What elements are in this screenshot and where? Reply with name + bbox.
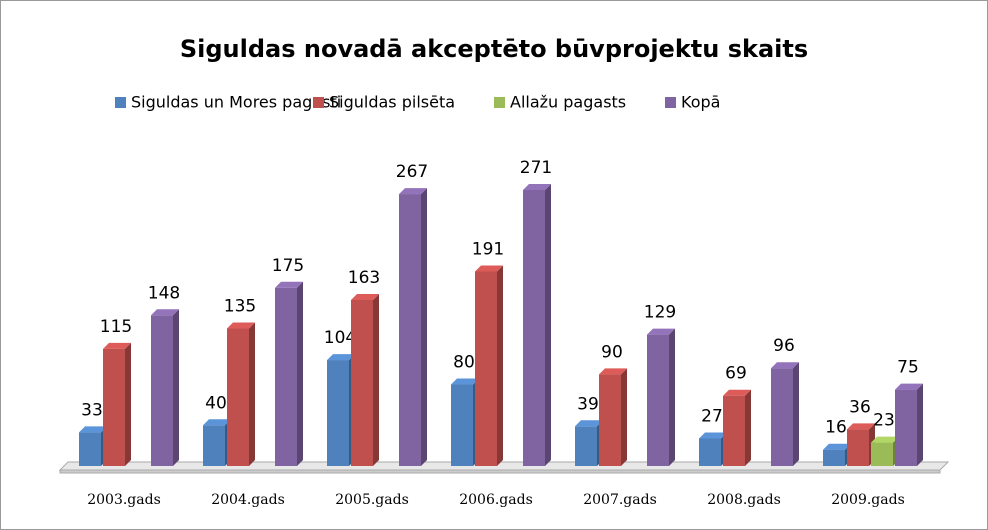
bar bbox=[647, 334, 669, 466]
floor-edge bbox=[59, 469, 941, 474]
bar bbox=[847, 429, 869, 466]
bar-top bbox=[327, 354, 355, 361]
x-tick-label: 2008.gads bbox=[707, 492, 781, 508]
bar bbox=[895, 389, 917, 466]
data-label: 115 bbox=[100, 317, 132, 337]
data-label: 40 bbox=[205, 393, 227, 413]
bar-top bbox=[647, 328, 675, 335]
bar-top bbox=[103, 342, 131, 349]
bar-side bbox=[497, 265, 503, 466]
data-label: 271 bbox=[520, 158, 552, 178]
data-label: 104 bbox=[324, 328, 356, 348]
data-label: 69 bbox=[725, 364, 747, 384]
bar-top bbox=[151, 309, 179, 316]
bar-top bbox=[871, 436, 899, 443]
x-tick-label: 2004.gads bbox=[211, 492, 285, 508]
bar-top bbox=[823, 443, 851, 450]
data-label: 27 bbox=[701, 407, 723, 427]
data-label: 175 bbox=[272, 256, 304, 276]
data-label: 129 bbox=[644, 303, 676, 323]
data-label: 267 bbox=[396, 162, 428, 182]
bar bbox=[327, 360, 349, 466]
bar bbox=[575, 426, 597, 466]
data-label: 33 bbox=[81, 400, 103, 420]
bar bbox=[723, 395, 745, 466]
bar-side bbox=[793, 362, 799, 466]
bar-top bbox=[351, 293, 379, 300]
bar-top bbox=[599, 368, 627, 375]
bar bbox=[151, 315, 173, 466]
bar-top bbox=[399, 188, 427, 195]
bar bbox=[871, 442, 893, 466]
bar bbox=[227, 328, 249, 466]
bar-side bbox=[125, 342, 131, 466]
bar-top bbox=[79, 426, 107, 433]
bar-top bbox=[895, 383, 923, 390]
legend-swatch bbox=[494, 97, 505, 108]
bar bbox=[203, 425, 225, 466]
bar-top bbox=[475, 265, 503, 272]
data-label: 36 bbox=[849, 397, 871, 417]
bar-top bbox=[275, 281, 303, 288]
bar-side bbox=[173, 309, 179, 466]
data-label: 39 bbox=[577, 394, 599, 414]
data-label: 163 bbox=[348, 268, 380, 288]
bar bbox=[103, 348, 125, 466]
x-tick-label: 2003.gads bbox=[87, 492, 161, 508]
bar-top bbox=[203, 419, 231, 426]
x-tick-label: 2006.gads bbox=[459, 492, 533, 508]
bar bbox=[79, 432, 101, 466]
x-tick-label: 2007.gads bbox=[583, 492, 657, 508]
legend-label: Kopā bbox=[681, 93, 720, 112]
legend-label: Siguldas pilsēta bbox=[329, 93, 455, 112]
bar bbox=[475, 271, 497, 466]
bar bbox=[699, 438, 721, 466]
bar-side bbox=[545, 184, 551, 466]
floor bbox=[58, 461, 950, 471]
bar-top bbox=[699, 432, 727, 439]
bar bbox=[823, 449, 845, 466]
x-tick-label: 2009.gads bbox=[831, 492, 905, 508]
bar-side bbox=[669, 328, 675, 466]
data-label: 90 bbox=[601, 342, 623, 362]
bar-side bbox=[621, 368, 627, 466]
bar bbox=[351, 299, 373, 466]
data-label: 80 bbox=[453, 353, 475, 373]
bar-top bbox=[227, 322, 255, 329]
data-label: 96 bbox=[773, 336, 795, 356]
bar-side bbox=[297, 281, 303, 466]
legend-swatch bbox=[115, 97, 126, 108]
legend-swatch bbox=[665, 97, 676, 108]
bar-top bbox=[575, 420, 603, 427]
bar bbox=[599, 374, 621, 466]
data-label: 148 bbox=[148, 283, 180, 303]
chart-title: Siguldas novadā akceptēto būvprojektu sk… bbox=[180, 35, 808, 63]
legend-label: Siguldas un Mores pagasti bbox=[131, 93, 341, 112]
bar-side bbox=[373, 293, 379, 466]
x-tick-label: 2005.gads bbox=[335, 492, 409, 508]
bar-top bbox=[723, 389, 751, 396]
bar bbox=[523, 190, 545, 466]
bar-top bbox=[847, 423, 875, 430]
legend-label: Allažu pagasts bbox=[510, 93, 626, 112]
data-label: 135 bbox=[224, 297, 256, 317]
bar bbox=[399, 194, 421, 467]
data-label: 191 bbox=[472, 239, 504, 259]
data-label: 75 bbox=[897, 358, 919, 378]
bar-top bbox=[771, 362, 799, 369]
bar bbox=[275, 287, 297, 466]
data-label: 16 bbox=[825, 418, 847, 438]
bar-side bbox=[249, 322, 255, 466]
bar-top bbox=[523, 184, 551, 190]
legend-swatch bbox=[313, 97, 324, 108]
bar-side bbox=[917, 383, 923, 466]
bar-top bbox=[451, 378, 479, 385]
data-label: 23 bbox=[873, 411, 895, 431]
bar bbox=[771, 368, 793, 466]
bar-side bbox=[421, 188, 427, 467]
bar-side bbox=[745, 389, 751, 466]
bar bbox=[451, 384, 473, 466]
